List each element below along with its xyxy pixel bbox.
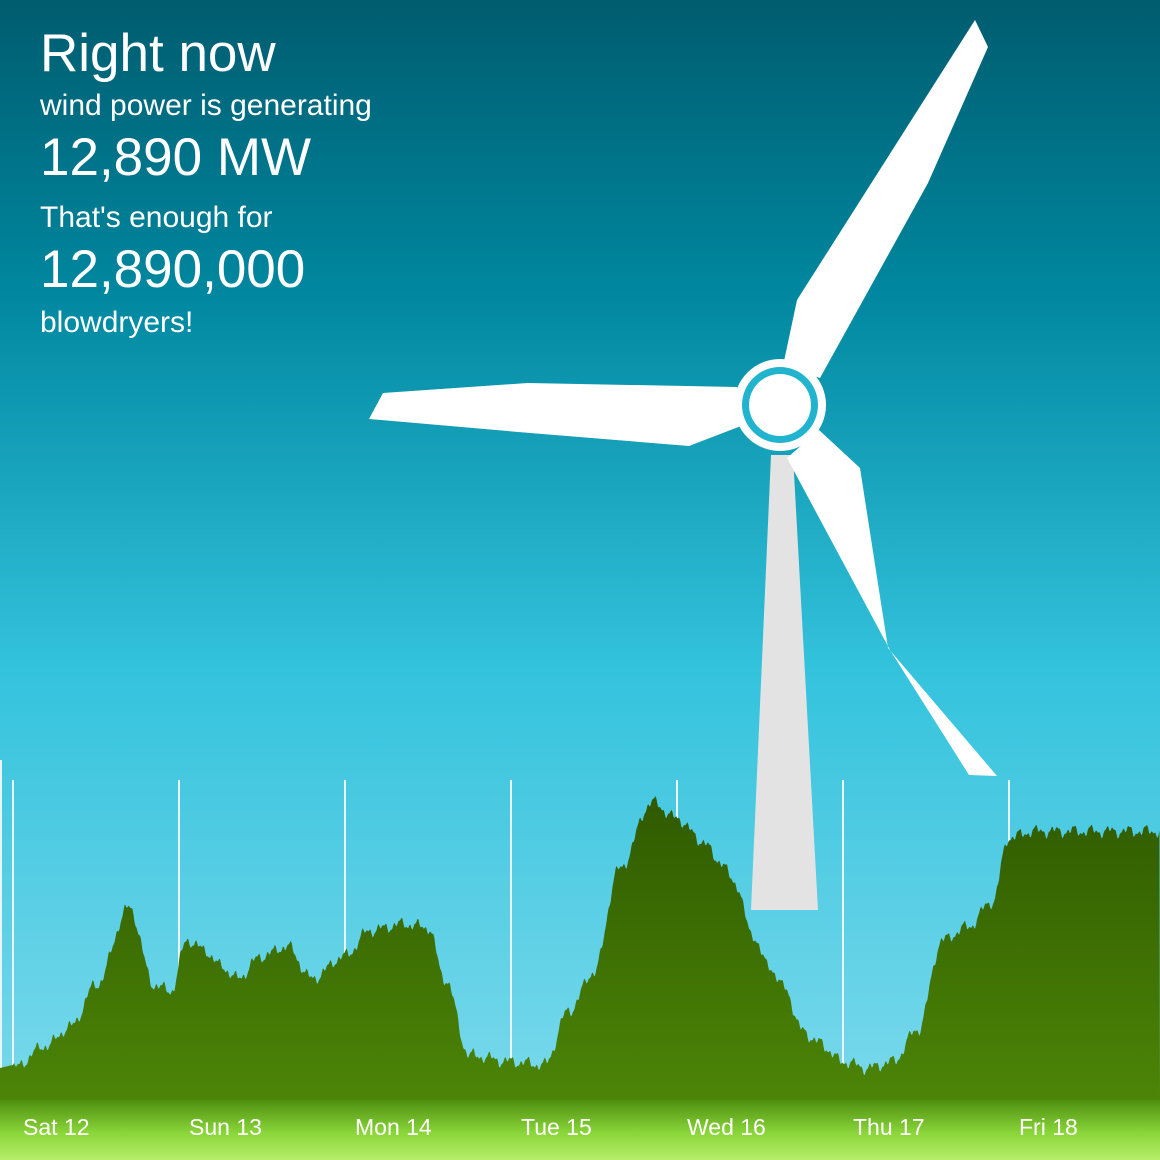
x-tick-label: Thu 17 (853, 1114, 925, 1140)
turbine-blade-left (369, 383, 741, 446)
x-tick-label: Wed 16 (687, 1114, 766, 1140)
x-tick-label: Sat 12 (23, 1114, 90, 1140)
turbine-blade-down (787, 430, 997, 776)
comparison-intro: That's enough for (40, 201, 273, 234)
x-axis-band (0, 1100, 1160, 1160)
turbine-blade-up (783, 20, 988, 378)
chart-area-series (0, 796, 1160, 1100)
x-tick-label: Tue 15 (521, 1114, 592, 1140)
x-tick-label: Mon 14 (355, 1114, 432, 1140)
wind-turbine-illustration (369, 20, 997, 910)
x-tick-label: Fri 18 (1019, 1114, 1078, 1140)
x-tick-label: Sun 13 (189, 1114, 262, 1140)
power-output-value: 12,890 MW (40, 128, 312, 187)
headline-title: Right now (40, 24, 276, 83)
turbine-tower (751, 455, 818, 910)
comparison-item: blowdryers! (40, 306, 194, 339)
headline-subtitle: wind power is generating (40, 89, 372, 122)
turbine-hub (749, 374, 811, 436)
comparison-count: 12,890,000 (40, 240, 306, 299)
